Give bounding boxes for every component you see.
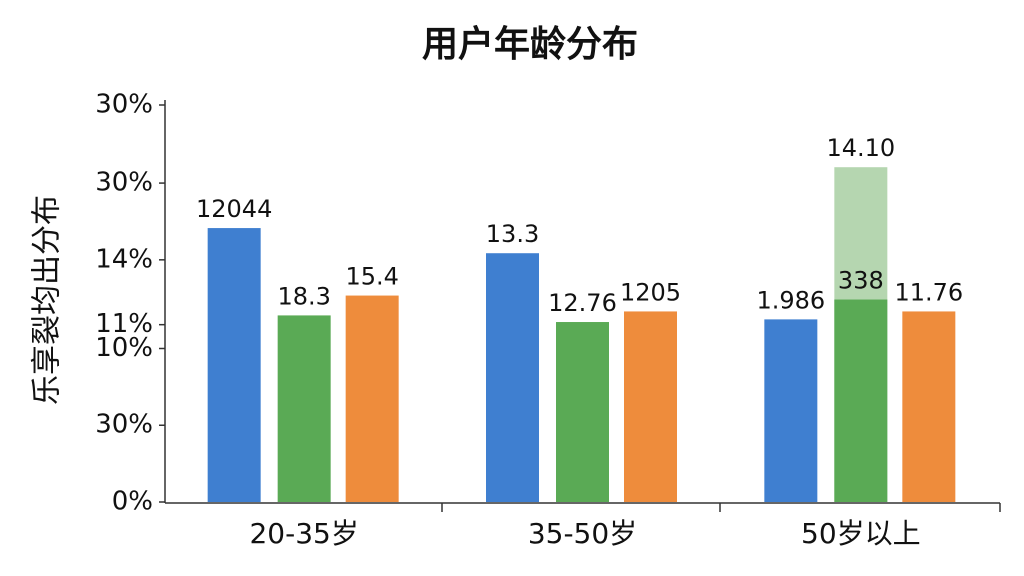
y-tick-label: 11%	[95, 309, 153, 339]
bar	[345, 295, 399, 502]
data-label: 1.986	[756, 286, 825, 314]
data-label: 14.10	[826, 134, 895, 162]
data-label: 15.4	[345, 263, 398, 291]
y-tick-label: 0%	[112, 487, 153, 517]
data-label: 13.3	[486, 220, 539, 248]
bar	[556, 322, 609, 502]
data-label: 18.3	[277, 282, 330, 310]
bar	[207, 228, 261, 502]
data-label: 12044	[196, 195, 272, 223]
y-axis-label: 乐享裂均出分布	[30, 195, 65, 405]
y-tick-label: 30%	[95, 168, 153, 198]
y-tick-label: 14%	[95, 244, 153, 274]
data-label: 1205	[620, 278, 681, 306]
bar	[764, 319, 818, 502]
bar	[834, 299, 888, 502]
bar	[486, 253, 539, 502]
y-tick-label: 10%	[95, 333, 153, 363]
data-label: 11.76	[894, 278, 963, 306]
x-tick-label: 50岁以上	[801, 517, 921, 550]
bar	[624, 311, 677, 502]
x-tick-label: 20-35岁	[249, 517, 358, 550]
bar	[902, 311, 956, 502]
y-tick-label: 30%	[95, 410, 153, 440]
chart-title: 用户年龄分布	[422, 24, 638, 65]
y-tick-label: 30%	[95, 90, 153, 120]
x-separators	[441, 503, 1001, 512]
bar	[277, 315, 331, 502]
data-label: 338	[838, 267, 884, 295]
x-tick-label: 35-50岁	[528, 517, 637, 550]
data-label: 12.76	[548, 289, 617, 317]
